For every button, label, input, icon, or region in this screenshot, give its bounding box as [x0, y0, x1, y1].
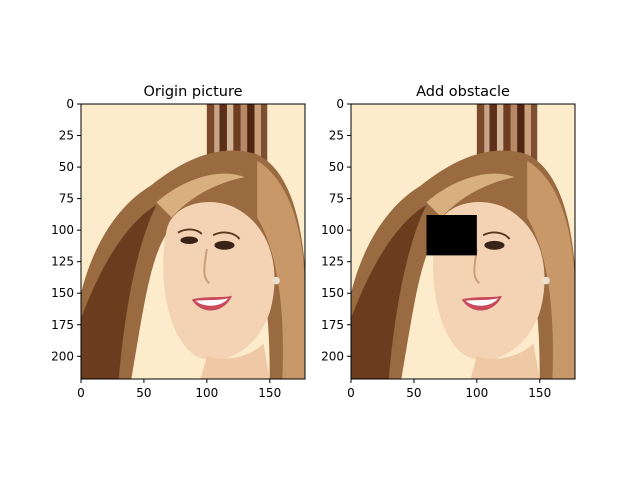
y-tick-label: 25 [59, 129, 74, 143]
y-tick-label: 125 [51, 255, 74, 269]
image-obstacle [351, 104, 575, 379]
y-tick-label: 150 [51, 286, 74, 300]
y-tick-label: 150 [321, 286, 344, 300]
y-tick-label: 0 [66, 97, 74, 111]
axes-frame-obstacle [350, 103, 576, 380]
x-tick-label: 50 [406, 386, 421, 400]
panel-title-origin: Origin picture [143, 84, 242, 100]
x-tick-label: 150 [258, 386, 281, 400]
y-tick-label: 100 [321, 223, 344, 237]
x-tick-label: 0 [77, 386, 85, 400]
y-tick-label: 175 [321, 318, 344, 332]
y-tick-label: 200 [51, 349, 74, 363]
y-tick-label: 25 [329, 129, 344, 143]
panel-origin: Origin picture 0 50 100 150 0 25 50 75 100 125 150… [51, 84, 306, 400]
y-tick-label: 75 [329, 192, 344, 206]
y-tick-label: 0 [336, 97, 344, 111]
obstacle-box [426, 215, 477, 256]
y-tick-label: 50 [59, 160, 74, 174]
panel-obstacle: Add obstacle 0 50 100 150 0 25 50 75 100 125 150 17… [321, 84, 576, 400]
axes-frame-origin [80, 103, 306, 380]
y-tick-label: 50 [329, 160, 344, 174]
ticks-origin: 0 50 100 150 0 25 50 75 100 125 150 175 200 [51, 97, 281, 400]
image-origin [81, 104, 305, 379]
y-tick-label: 175 [51, 318, 74, 332]
x-tick-label: 150 [528, 386, 551, 400]
panel-title-obstacle: Add obstacle [416, 84, 510, 100]
y-tick-label: 125 [321, 255, 344, 269]
y-tick-label: 75 [59, 192, 74, 206]
y-tick-label: 200 [321, 349, 344, 363]
y-tick-label: 100 [51, 223, 74, 237]
x-tick-label: 50 [136, 386, 151, 400]
x-tick-label: 100 [465, 386, 488, 400]
ticks-obstacle: 0 50 100 150 0 25 50 75 100 125 150 175 200 [321, 97, 551, 400]
x-tick-label: 100 [195, 386, 218, 400]
x-tick-label: 0 [347, 386, 355, 400]
